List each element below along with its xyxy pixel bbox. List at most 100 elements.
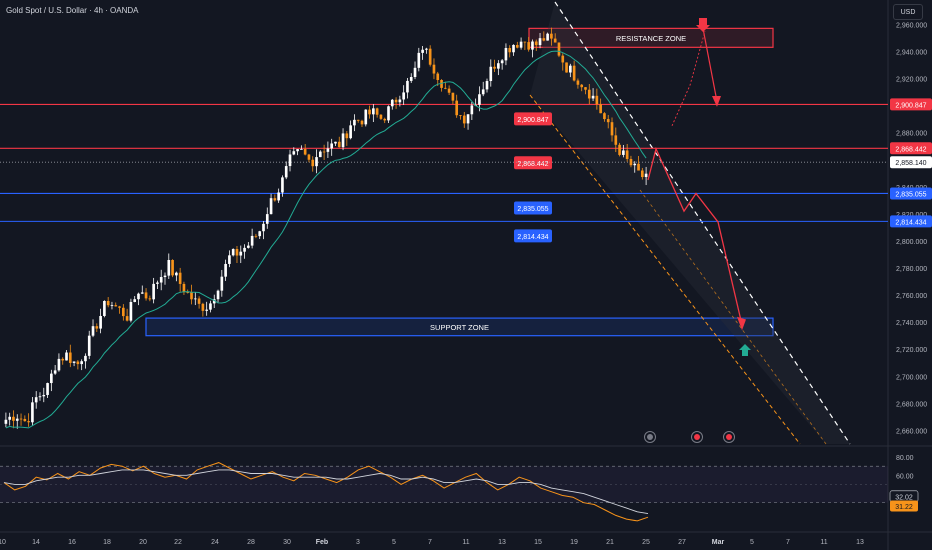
x-tick-label: 15 bbox=[534, 539, 542, 546]
y-tick-label: 2,800.000 bbox=[896, 239, 927, 246]
candle-body bbox=[603, 113, 606, 120]
projection-drop-arrowhead bbox=[712, 96, 721, 107]
candle-body bbox=[398, 99, 402, 103]
candle-body bbox=[557, 42, 561, 56]
candle-body bbox=[87, 335, 91, 356]
x-tick-label: 14 bbox=[32, 539, 40, 546]
candle-body bbox=[322, 151, 326, 153]
candle-body bbox=[8, 416, 12, 420]
level-tag bbox=[514, 229, 552, 243]
candle-body bbox=[4, 419, 8, 424]
candle-body bbox=[23, 418, 27, 422]
candle-body bbox=[152, 283, 155, 300]
candle-body bbox=[629, 158, 633, 166]
candle-body bbox=[38, 396, 42, 398]
x-tick-label: 7 bbox=[428, 539, 432, 546]
x-tick-label: 19 bbox=[570, 539, 578, 546]
level-tag bbox=[514, 201, 552, 215]
candle-body bbox=[193, 298, 197, 300]
currency-button[interactable]: USD bbox=[893, 4, 923, 20]
x-tick-label: 11 bbox=[820, 539, 827, 546]
support-zone-label: SUPPORT ZONE bbox=[430, 323, 489, 332]
candle-body bbox=[175, 272, 178, 276]
x-tick-label: 30 bbox=[283, 539, 291, 546]
x-tick-label: 28 bbox=[247, 539, 255, 546]
candle-body bbox=[356, 119, 360, 121]
candle-body bbox=[572, 65, 576, 81]
level-tag-label: 2,900.847 bbox=[517, 117, 548, 124]
candle-body bbox=[235, 249, 239, 256]
candle-body bbox=[171, 260, 174, 276]
arrow-up-icon bbox=[739, 344, 751, 356]
x-tick-label: 13 bbox=[498, 539, 506, 546]
candle-body bbox=[201, 303, 205, 311]
candle-body bbox=[315, 157, 318, 167]
candle-body bbox=[190, 292, 193, 300]
candle-body bbox=[595, 95, 599, 105]
x-tick-label: 5 bbox=[392, 539, 396, 546]
candlestick-series bbox=[4, 27, 648, 429]
candle-body bbox=[538, 38, 542, 46]
candle-body bbox=[402, 92, 405, 100]
candle-body bbox=[103, 300, 106, 316]
candle-body bbox=[118, 306, 121, 308]
x-tick-label: 18 bbox=[103, 539, 111, 546]
candle-body bbox=[243, 247, 246, 252]
candle-body bbox=[228, 255, 231, 264]
oscillator-line bbox=[3, 462, 649, 522]
candle-body bbox=[428, 48, 432, 65]
candle-body bbox=[360, 120, 364, 125]
candle-body bbox=[519, 41, 523, 48]
x-tick-label: Feb bbox=[316, 539, 328, 546]
y-tick-label: 2,680.000 bbox=[896, 401, 927, 408]
candle-body bbox=[591, 95, 595, 99]
candle-body bbox=[265, 214, 269, 224]
candle-body bbox=[15, 418, 19, 421]
candle-body bbox=[76, 361, 80, 365]
candle-body bbox=[497, 63, 500, 69]
y-tick-label: 2,780.000 bbox=[896, 266, 927, 273]
candle-body bbox=[565, 62, 568, 73]
candle-body bbox=[470, 105, 474, 115]
y-tick-label: 2,740.000 bbox=[896, 320, 927, 327]
candle-body bbox=[625, 150, 629, 159]
candle-body bbox=[144, 292, 148, 299]
oscillator-band bbox=[0, 466, 888, 503]
x-tick-label: 16 bbox=[68, 539, 76, 546]
candle-body bbox=[106, 300, 110, 306]
candle-body bbox=[95, 326, 99, 329]
candle-body bbox=[444, 87, 447, 89]
oscillator-y-tick: 60.00 bbox=[896, 473, 914, 480]
candle-body bbox=[390, 99, 394, 107]
y-tick-label: 2,940.000 bbox=[896, 49, 927, 56]
candle-body bbox=[576, 80, 580, 85]
axis-tag-r2 bbox=[890, 142, 932, 155]
candle-body bbox=[383, 118, 387, 121]
x-tick-label: 11 bbox=[462, 539, 469, 546]
projection-path bbox=[647, 146, 743, 326]
x-tick-label: 25 bbox=[642, 539, 650, 546]
y-tick-label: 2,700.000 bbox=[896, 374, 927, 381]
candle-body bbox=[478, 94, 481, 105]
candle-body bbox=[640, 170, 644, 178]
candle-body bbox=[91, 326, 95, 336]
candle-body bbox=[550, 33, 553, 39]
candle-body bbox=[417, 52, 421, 68]
candle-body bbox=[364, 109, 368, 125]
candle-body bbox=[610, 122, 614, 136]
candle-body bbox=[504, 48, 508, 61]
candle-body bbox=[110, 305, 114, 306]
candle-body bbox=[542, 38, 546, 41]
candle-body bbox=[341, 133, 345, 148]
candle-body bbox=[209, 303, 212, 310]
candle-body bbox=[254, 235, 258, 237]
oscillator-value-tag-text: 32.02 bbox=[895, 494, 913, 501]
y-tick-label: 2,880.000 bbox=[896, 131, 927, 138]
candle-body bbox=[584, 87, 587, 90]
x-tick-label: 13 bbox=[856, 539, 864, 546]
candle-body bbox=[239, 251, 243, 256]
candle-body bbox=[296, 149, 299, 152]
candle-body bbox=[512, 44, 515, 53]
candle-body bbox=[292, 151, 296, 155]
